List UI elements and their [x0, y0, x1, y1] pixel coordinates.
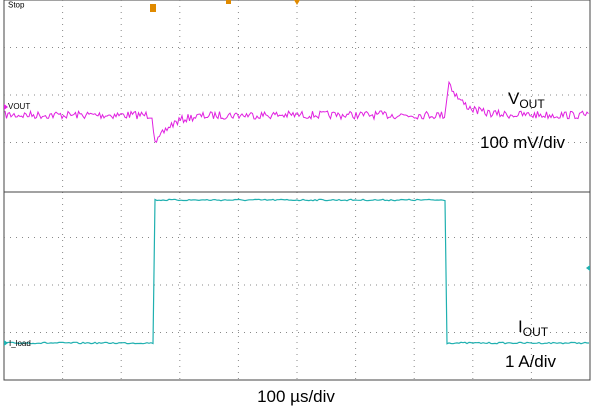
timebase: 100 µs/div [257, 387, 335, 406]
plot-frame [3, 0, 591, 381]
position-marker [294, 0, 300, 5]
vout-scale: 100 mV/div [480, 133, 566, 152]
iout-main: I [518, 317, 523, 336]
status: Stop [8, 1, 25, 10]
vout-trace [4, 80, 589, 143]
vout-label: VOUT [508, 89, 545, 111]
cursor-marker [226, 0, 231, 4]
ch2-arrow [4, 340, 8, 346]
iout-trace [4, 198, 589, 345]
iout-scale: 1 A/div [505, 352, 557, 371]
ch1-arrow [4, 104, 8, 110]
trigger-marker [150, 4, 156, 12]
iout-sub: OUT [523, 325, 549, 339]
right-arrow [586, 265, 590, 271]
vout-sub: OUT [519, 97, 545, 111]
vout-main: V [508, 89, 520, 108]
ch1-marker: VOUT [8, 102, 30, 111]
iout-label: IOUT [518, 317, 549, 339]
ch2-marker: I_load [9, 339, 31, 348]
